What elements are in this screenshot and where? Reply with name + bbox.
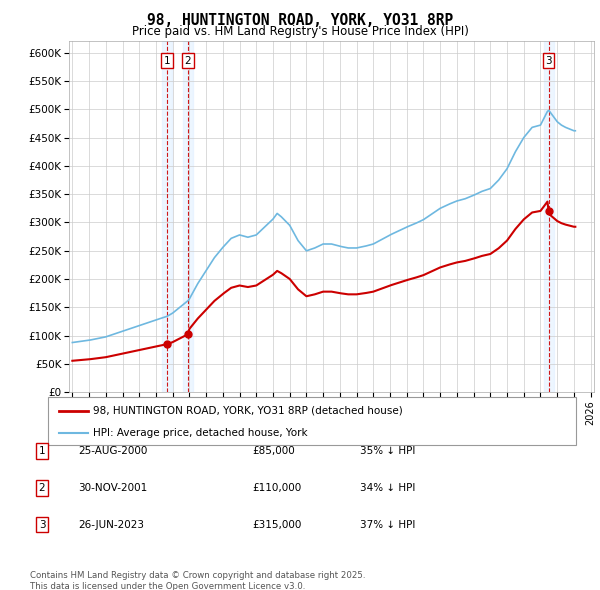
Text: 2: 2 [185,55,191,65]
Text: 35% ↓ HPI: 35% ↓ HPI [360,447,415,456]
Text: 30-NOV-2001: 30-NOV-2001 [78,483,147,493]
Text: 98, HUNTINGTON ROAD, YORK, YO31 8RP (detached house): 98, HUNTINGTON ROAD, YORK, YO31 8RP (det… [93,405,403,415]
Text: 3: 3 [38,520,46,529]
Text: £85,000: £85,000 [252,447,295,456]
Text: 1: 1 [38,447,46,456]
Text: 3: 3 [545,55,552,65]
Text: 37% ↓ HPI: 37% ↓ HPI [360,520,415,529]
Bar [162,41,172,392]
Text: 1: 1 [163,55,170,65]
Bar [183,41,193,392]
Text: Contains HM Land Registry data © Crown copyright and database right 2025.
This d: Contains HM Land Registry data © Crown c… [30,571,365,590]
Text: 26-JUN-2023: 26-JUN-2023 [78,520,144,529]
Text: 2: 2 [38,483,46,493]
Text: £110,000: £110,000 [252,483,301,493]
Text: 34% ↓ HPI: 34% ↓ HPI [360,483,415,493]
Text: 25-AUG-2000: 25-AUG-2000 [78,447,148,456]
Bar [544,41,554,392]
Text: 98, HUNTINGTON ROAD, YORK, YO31 8RP: 98, HUNTINGTON ROAD, YORK, YO31 8RP [147,13,453,28]
Text: £315,000: £315,000 [252,520,301,529]
Text: Price paid vs. HM Land Registry's House Price Index (HPI): Price paid vs. HM Land Registry's House … [131,25,469,38]
Text: HPI: Average price, detached house, York: HPI: Average price, detached house, York [93,428,308,438]
